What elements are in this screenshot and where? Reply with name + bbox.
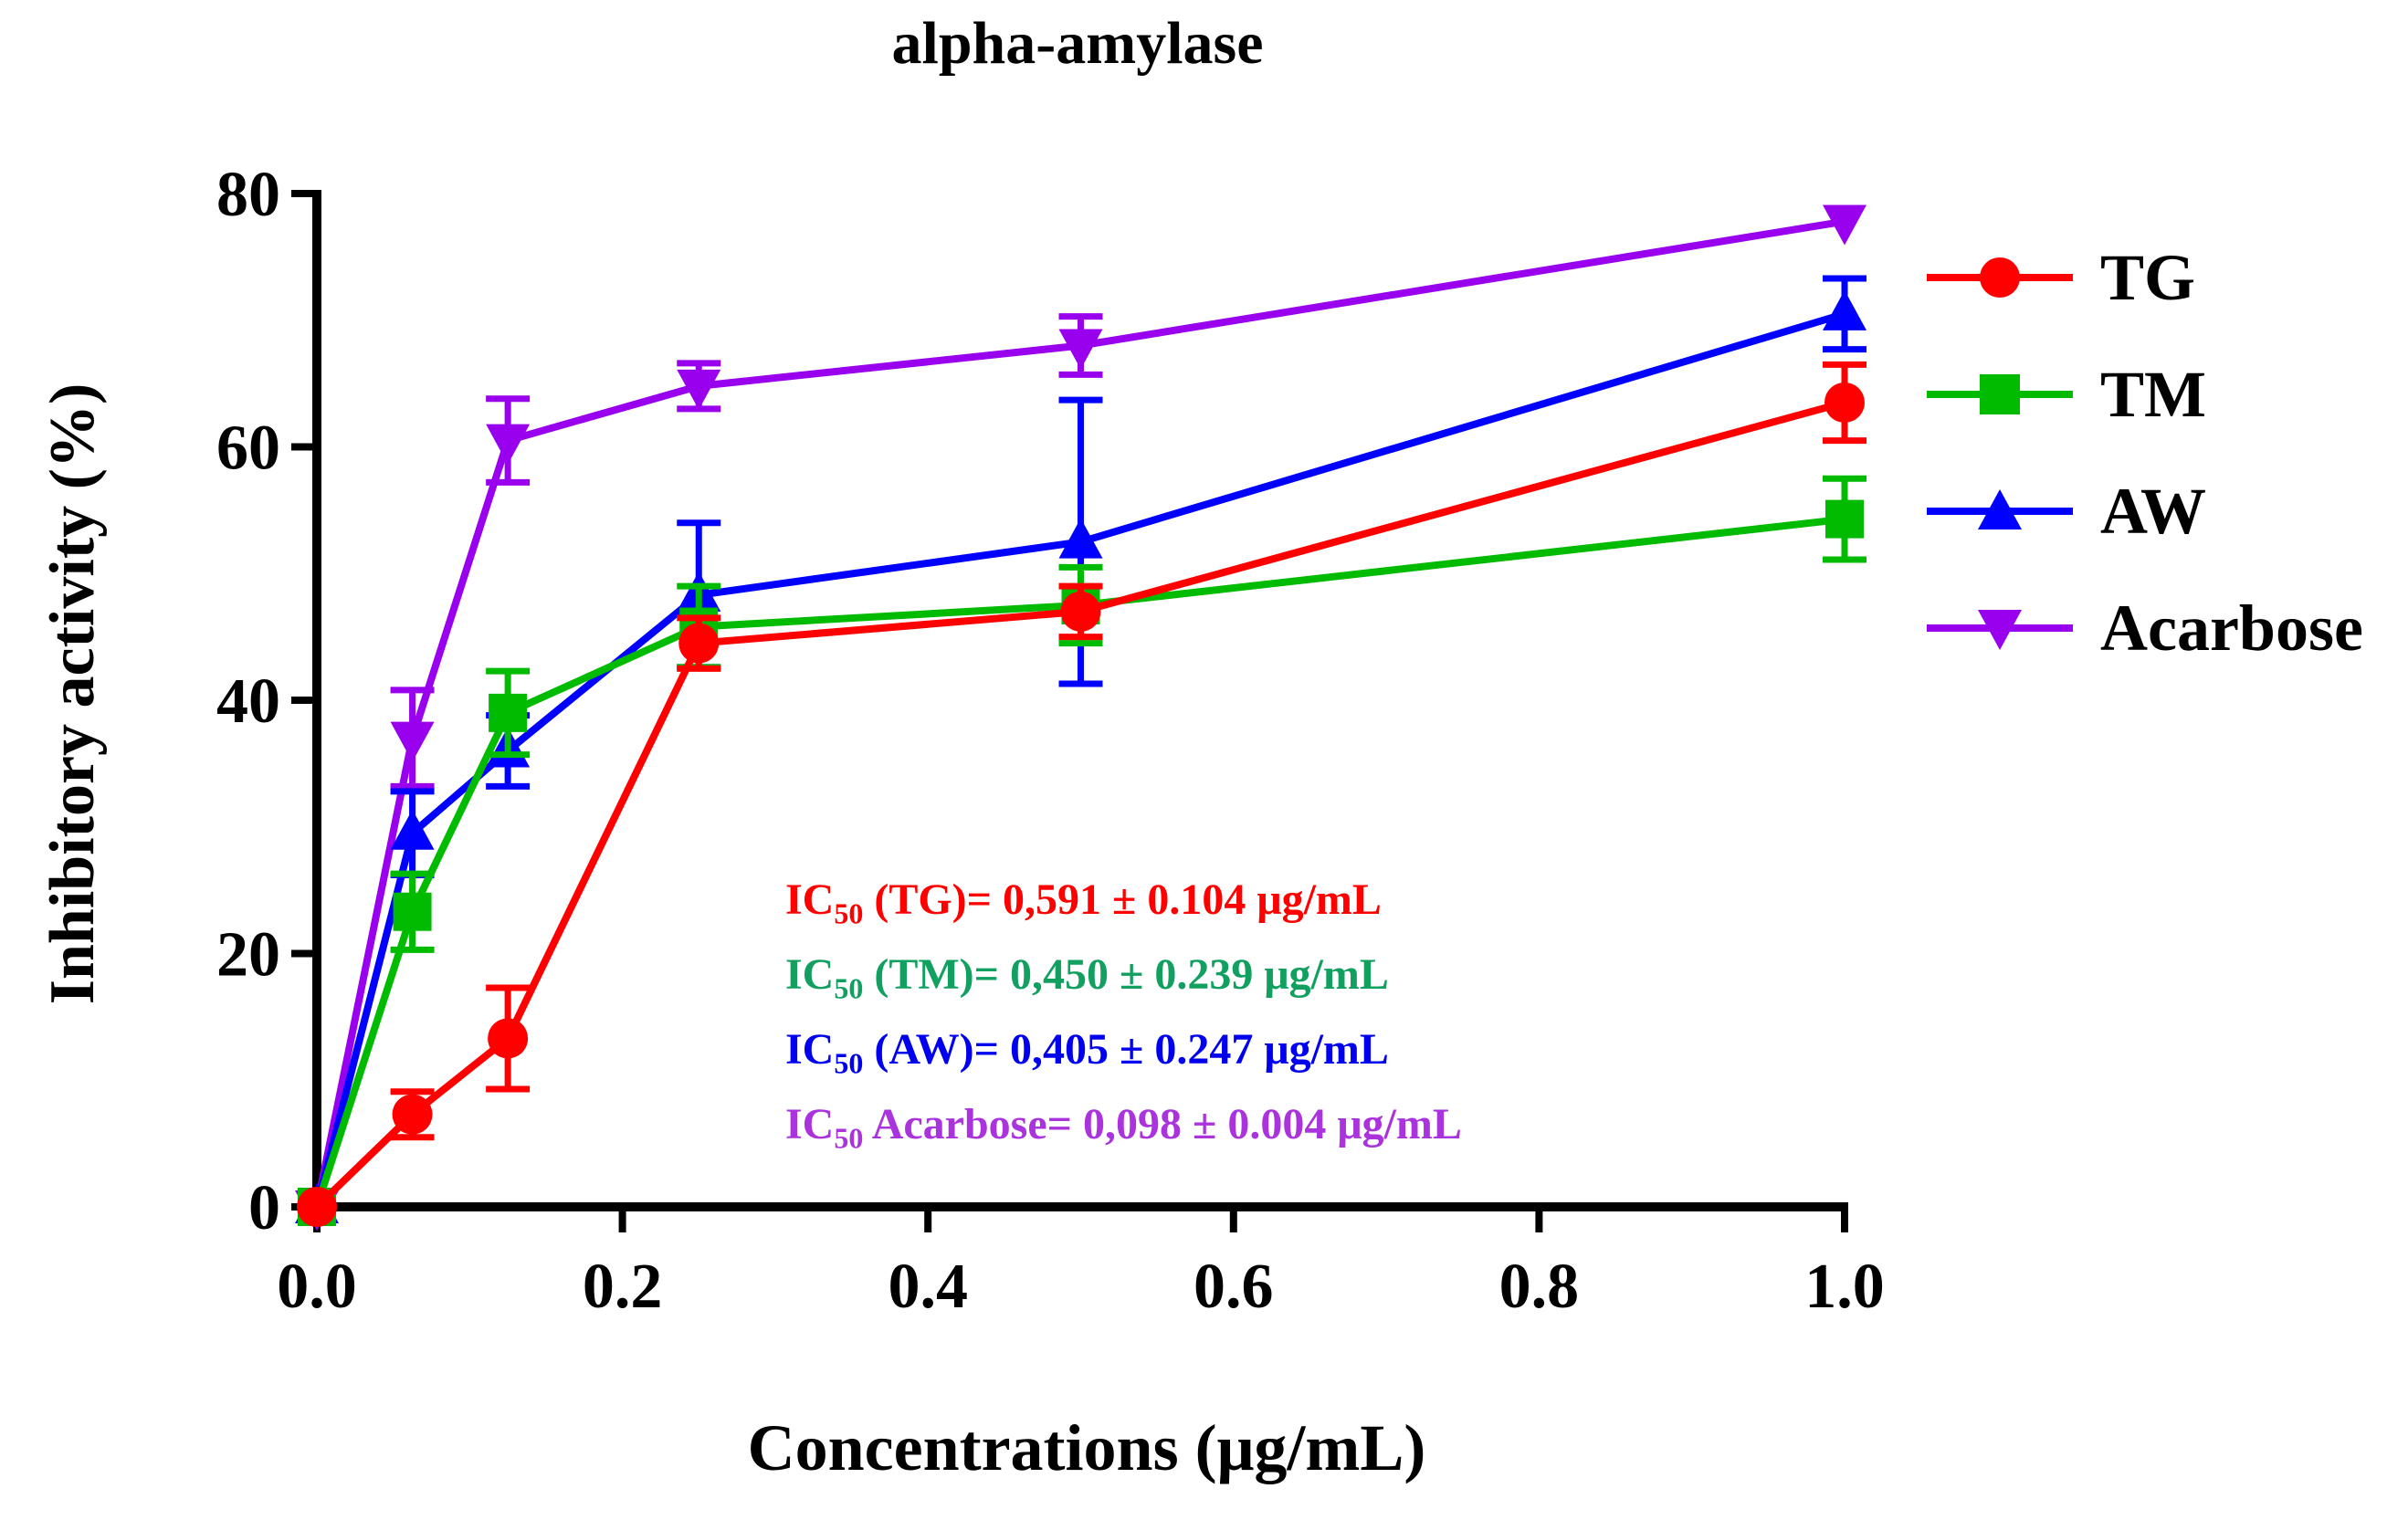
ic50-tg-text: (TG)= 0,591 ± 0.104 μg/mL [863,875,1382,924]
legend-label-tm: TM [2100,357,2206,431]
legend-label-tg: TG [2100,240,2196,314]
chart-title: alpha-amylase [891,10,1264,77]
ic50-tg-prefix: IC [785,875,835,924]
point-acarbose-3 [677,369,721,410]
ic50-aw-prefix: IC [785,1025,835,1074]
point-aw-5 [1823,289,1866,330]
ic50-acarbose-text: Acarbose= 0,098 ± 0.004 μg/mL [863,1100,1462,1148]
y-tick-label-4: 80 [216,160,280,230]
legend-label-aw: AW [2100,474,2207,548]
point-tm-1 [393,892,432,931]
legend-marker-aw [1927,489,2073,529]
legend-item-tg: TG [1927,219,2363,336]
legend-item-aw: AW [1927,453,2363,570]
ic50-aw-sub: 50 [834,1046,864,1080]
ic50-tg: IC50 (TG)= 0,591 ± 0.104 μg/mL [785,863,1462,938]
point-tm-5 [1825,499,1864,539]
legend-marker-tm [1927,374,2073,414]
ic50-tg-sub: 50 [834,896,864,930]
legend-marker-tg [1927,257,2073,298]
point-tg-4 [1060,591,1101,632]
x-tick-label-4: 0.8 [1499,1252,1580,1322]
ic50-acarbose-sub: 50 [834,1121,864,1155]
point-aw-4 [1058,518,1103,559]
point-tg-0 [297,1187,337,1227]
legend-marker-acarbose [1927,610,2073,650]
point-tg-5 [1824,382,1865,423]
y-tick-label-1: 20 [216,920,280,991]
x-tick-label-5: 1.0 [1804,1252,1885,1322]
point-acarbose-2 [486,424,531,465]
point-tm-2 [489,693,528,732]
series-line-tg [314,399,1846,1210]
point-tg-1 [392,1094,433,1135]
ic50-tm-prefix: IC [785,950,835,999]
y-tick-label-2: 40 [216,666,280,737]
point-aw-1 [390,809,435,850]
x-tick-label-2: 0.4 [888,1252,968,1322]
legend-label-acarbose: Acarbose [2100,591,2363,665]
point-acarbose-5 [1823,204,1866,246]
ic50-tm-text: (TM)= 0,450 ± 0.239 μg/mL [863,950,1389,999]
ic50-acarbose: IC50 Acarbose= 0,098 ± 0.004 μg/mL [785,1087,1462,1162]
x-tick-label-1: 0.2 [583,1252,663,1322]
ic50-aw: IC50 (AW)= 0,405 ± 0.247 μg/mL [785,1012,1462,1087]
ic50-aw-text: (AW)= 0,405 ± 0.247 μg/mL [863,1025,1389,1074]
series-line-tm [313,515,1845,1209]
legend-item-tm: TM [1927,336,2363,453]
point-tg-2 [488,1018,529,1059]
ic50-tm-sub: 50 [834,971,864,1005]
legend-item-acarbose: Acarbose [1927,570,2363,687]
y-tick-label-3: 60 [216,414,280,484]
point-acarbose-1 [390,721,435,762]
point-tg-3 [678,623,720,664]
y-tick-label-0: 0 [248,1173,280,1243]
x-tick-label-3: 0.6 [1193,1252,1274,1322]
series-line-acarbose [313,217,1845,1208]
x-axis-label: Concentrations (μg/mL) [747,1411,1426,1484]
point-acarbose-4 [1058,329,1103,370]
ic50-acarbose-prefix: IC [785,1100,835,1148]
ic50-tm: IC50 (TM)= 0,450 ± 0.239 μg/mL [785,938,1462,1012]
x-tick-label-0: 0.0 [277,1252,357,1322]
legend: TG TM AW Acarbose [1927,219,2363,687]
ic50-annotations: IC50 (TG)= 0,591 ± 0.104 μg/mL IC50 (TM)… [785,863,1462,1162]
